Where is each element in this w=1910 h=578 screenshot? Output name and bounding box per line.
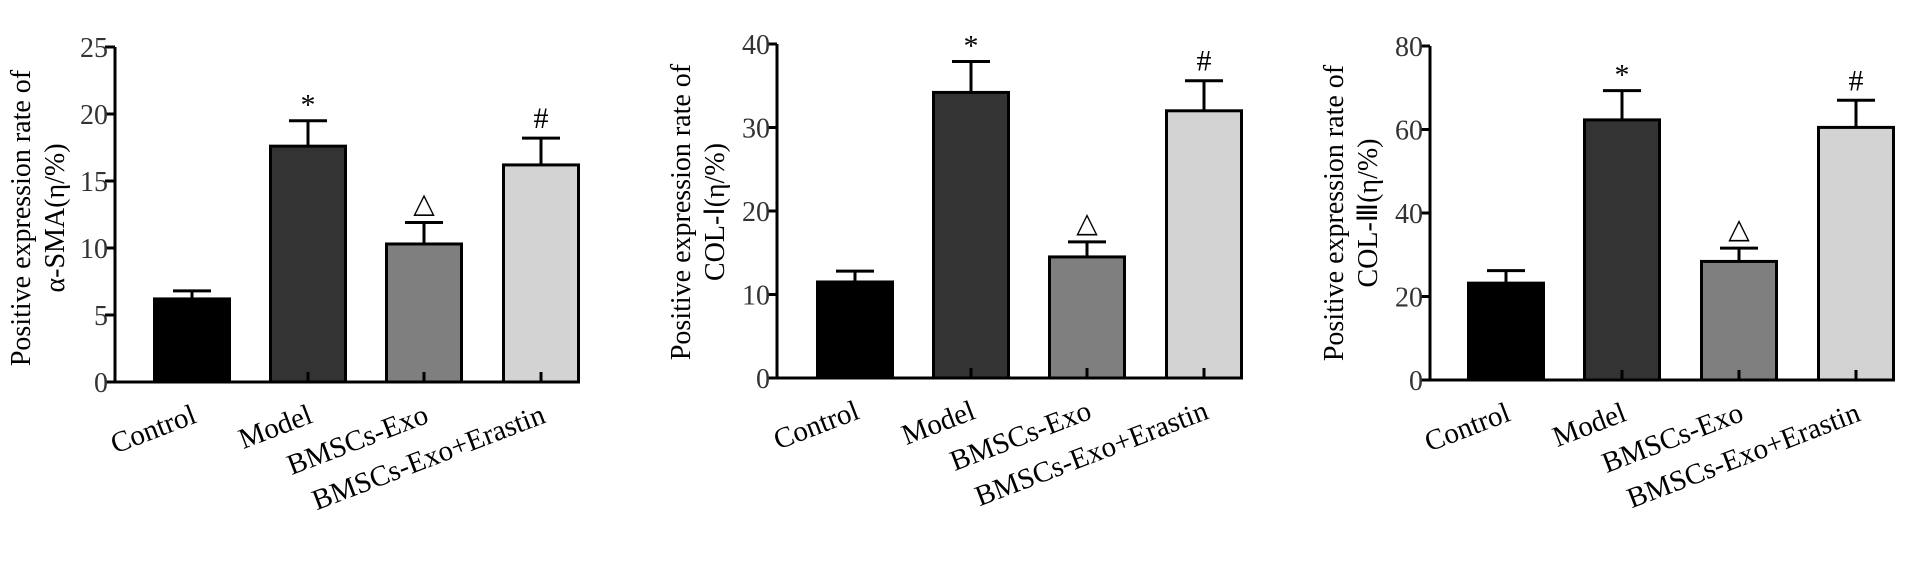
y-axis-title-line: Positive expression rate of: [6, 69, 37, 366]
significance-mark: *: [1615, 59, 1630, 92]
bar-model: [932, 90, 1010, 380]
x-category-label: Control: [106, 399, 200, 461]
y-axis-title-line: Positive expression rate of: [666, 63, 697, 360]
bar-bmscs-exo-erastin: [502, 163, 580, 384]
y-axis-title-line: COL-Ⅲ(η/%): [1353, 138, 1384, 287]
bar-bmscs-exo: [1048, 255, 1126, 380]
y-tick-label: 80: [1395, 32, 1423, 63]
bar-bmscs-exo: [1700, 259, 1778, 382]
y-axis-title-line: α-SMA(η/%): [40, 143, 71, 292]
significance-mark: △: [1728, 214, 1750, 245]
bar-model: [1583, 118, 1661, 382]
y-tick-label: 20: [80, 100, 108, 131]
y-tick-label: 0: [94, 368, 108, 399]
chart-panel-2: Positive expression rate of COL-Ⅰ(η/%) 0 10…: [666, 30, 1243, 513]
bar-bmscs-exo: [385, 242, 463, 384]
y-tick-label: 10: [80, 234, 108, 265]
significance-mark: #: [1197, 45, 1212, 78]
chart-panel-1: Positive expression rate of α-SMA(η/%) 0 5 1…: [6, 33, 580, 517]
y-tick-label: 25: [80, 33, 108, 64]
y-tick-label: 40: [1395, 199, 1423, 230]
significance-mark: #: [1849, 64, 1864, 97]
significance-mark: △: [413, 189, 435, 220]
y-tick-label: 20: [742, 197, 770, 228]
y-tick-label: 0: [756, 364, 770, 395]
x-category-label: Control: [769, 395, 863, 457]
significance-mark: *: [964, 30, 979, 63]
y-axis-title-line: COL-Ⅰ(η/%): [700, 143, 731, 281]
bar-bmscs-exo-erastin: [1165, 109, 1243, 380]
y-tick-label: 40: [742, 30, 770, 61]
bar-control: [153, 297, 231, 384]
y-tick-label: 10: [742, 281, 770, 312]
y-tick-label: 60: [1395, 116, 1423, 147]
y-tick-label: 30: [742, 114, 770, 145]
y-tick-label: 0: [1409, 366, 1423, 397]
y-tick-label: 5: [94, 301, 108, 332]
bar-bmscs-exo-erastin: [1817, 125, 1895, 382]
bar-model: [269, 144, 347, 384]
bar-control: [816, 280, 894, 380]
x-category-label: Control: [1420, 397, 1514, 459]
significance-mark: △: [1076, 208, 1098, 239]
significance-mark: #: [534, 102, 549, 135]
chart-panel-3: Positive expression rate of COL-Ⅲ(η/%) 0 20…: [1319, 32, 1895, 515]
y-tick-label: 15: [80, 167, 108, 198]
significance-mark: *: [301, 89, 316, 122]
y-axis-title-line: Positive expression rate of: [1319, 64, 1350, 361]
y-tick-label: 20: [1395, 283, 1423, 314]
bar-control: [1467, 281, 1545, 382]
